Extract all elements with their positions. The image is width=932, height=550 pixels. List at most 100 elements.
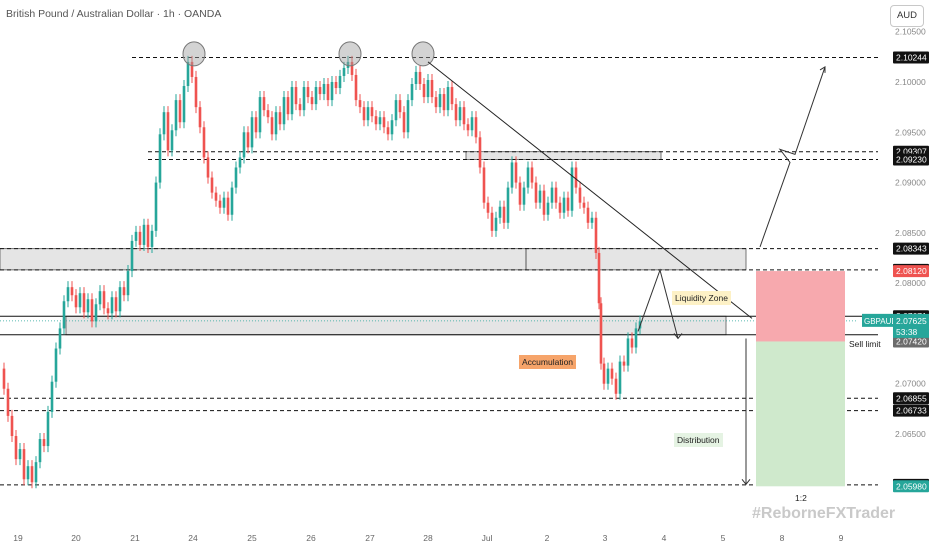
projection-arrowhead bbox=[673, 333, 683, 340]
candle-body bbox=[234, 167, 238, 188]
x-tick-label: 8 bbox=[780, 533, 785, 543]
candle-body bbox=[202, 127, 206, 158]
candle-body bbox=[86, 299, 90, 313]
candle-body bbox=[118, 287, 122, 312]
candle-body bbox=[530, 167, 534, 183]
candle-body bbox=[478, 137, 482, 168]
candle-body bbox=[454, 104, 458, 121]
price-label-bg bbox=[893, 51, 929, 64]
candle-body bbox=[410, 84, 414, 101]
candle-body bbox=[618, 361, 622, 394]
candle-body bbox=[482, 167, 486, 203]
price-label: 2.06733 bbox=[896, 406, 927, 416]
candle-body bbox=[446, 87, 450, 111]
currency-button[interactable]: AUD bbox=[890, 5, 924, 27]
candle-body bbox=[94, 304, 98, 322]
candle-body bbox=[290, 87, 294, 115]
y-tick-label: 2.10000 bbox=[895, 77, 926, 87]
x-tick-label: 9 bbox=[839, 533, 844, 543]
candle-body bbox=[630, 338, 634, 348]
symbol-tag: GBPAUD bbox=[864, 317, 897, 326]
x-tick-label: 20 bbox=[71, 533, 81, 543]
candle-body bbox=[470, 117, 474, 131]
price-label: 2.05980 bbox=[896, 481, 927, 491]
top-marker-circle bbox=[182, 41, 206, 67]
candle-body bbox=[474, 117, 478, 138]
candle-body bbox=[302, 87, 306, 111]
future-path bbox=[759, 66, 826, 248]
candle-body bbox=[394, 100, 398, 121]
top-marker-circle bbox=[338, 41, 362, 67]
candle-body bbox=[262, 97, 266, 111]
candle-body bbox=[606, 368, 610, 384]
candle-body bbox=[342, 67, 346, 76]
candle-body bbox=[318, 87, 322, 95]
candle-body bbox=[190, 61, 194, 77]
candle-body bbox=[210, 177, 214, 193]
candle-body bbox=[50, 381, 54, 412]
candle-body bbox=[298, 104, 302, 111]
candle-body bbox=[386, 127, 390, 135]
candle-body bbox=[390, 120, 394, 135]
future-arrowhead bbox=[819, 66, 826, 73]
candle-body bbox=[158, 134, 162, 183]
candle-body bbox=[206, 157, 210, 178]
candle-body bbox=[162, 112, 166, 135]
candle-body bbox=[542, 190, 546, 215]
candle-body bbox=[18, 449, 22, 460]
candle-body bbox=[582, 202, 586, 208]
candle-body bbox=[214, 192, 218, 201]
candle-body bbox=[382, 117, 386, 128]
candle-body bbox=[314, 87, 318, 105]
candle-body bbox=[574, 167, 578, 188]
candle-body bbox=[422, 84, 426, 98]
candle-body bbox=[6, 388, 10, 416]
candle-body bbox=[142, 224, 146, 245]
candle-body bbox=[82, 293, 86, 313]
candle-body bbox=[198, 107, 202, 128]
candle-body bbox=[286, 97, 290, 115]
y-tick-label: 2.10500 bbox=[895, 27, 926, 37]
candle-body bbox=[586, 207, 590, 223]
top-marker-circle bbox=[411, 41, 435, 67]
candle-body bbox=[238, 157, 242, 168]
candle-body bbox=[70, 287, 74, 296]
candle-body bbox=[338, 75, 342, 89]
candle-body bbox=[170, 130, 174, 151]
target-arrowhead bbox=[741, 478, 751, 486]
countdown-value: 53:38 bbox=[896, 327, 918, 337]
candle-body bbox=[294, 87, 298, 105]
accumulation-label: Accumulation bbox=[519, 355, 577, 369]
candle-body bbox=[30, 466, 34, 483]
current-price-bg bbox=[893, 313, 929, 338]
sell-limit-label: Sell limit bbox=[849, 339, 881, 349]
candle-body bbox=[534, 182, 538, 203]
candle-body bbox=[222, 197, 226, 208]
candle-body bbox=[494, 217, 498, 231]
y-tick-label: 2.07000 bbox=[895, 379, 926, 389]
candle-body bbox=[614, 378, 618, 394]
candle-body bbox=[90, 299, 94, 322]
candle-body bbox=[274, 112, 278, 135]
candle-body bbox=[554, 187, 558, 203]
candle-body bbox=[242, 132, 246, 158]
candle-body bbox=[518, 182, 522, 205]
candle-body bbox=[566, 197, 570, 211]
candle-body bbox=[426, 79, 430, 98]
x-tick-label: 19 bbox=[13, 533, 23, 543]
candle-body bbox=[218, 200, 222, 208]
x-tick-label: 24 bbox=[188, 533, 198, 543]
candle-body bbox=[406, 100, 410, 133]
candle-body bbox=[34, 462, 38, 483]
candle-body bbox=[178, 100, 182, 123]
candle-body bbox=[54, 348, 58, 382]
candle-body bbox=[626, 338, 630, 366]
candle-body bbox=[558, 202, 562, 213]
candle-body bbox=[418, 71, 422, 85]
candle-body bbox=[38, 439, 42, 463]
price-label-bg bbox=[893, 265, 929, 278]
candle-body bbox=[98, 291, 102, 305]
zone-liquidity bbox=[65, 315, 727, 336]
candle-body bbox=[374, 116, 378, 125]
